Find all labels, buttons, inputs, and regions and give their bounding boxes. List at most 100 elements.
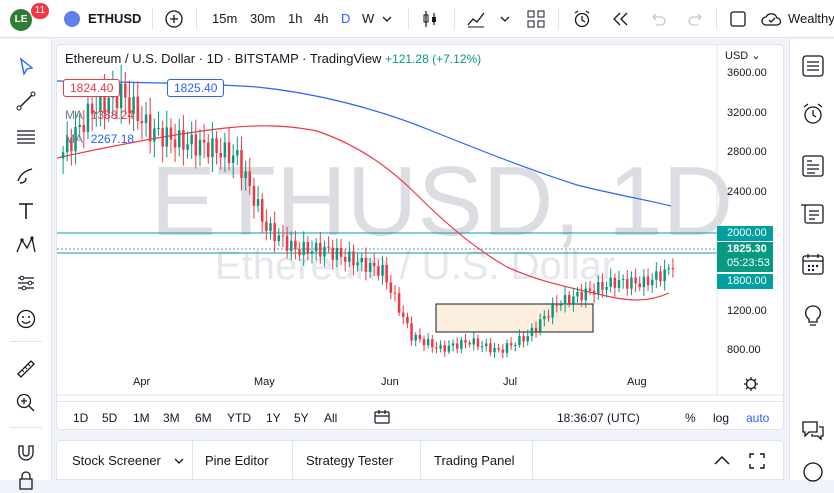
top-toolbar: LE 11 ETHUSD 15m 30m 1h 4h D W Wealthy — [0, 0, 834, 38]
price-change: +121.28 (+7.12%) — [385, 52, 482, 66]
divider — [558, 8, 559, 30]
candle-body — [215, 138, 218, 153]
interval-1h[interactable]: 1h — [288, 11, 303, 26]
interval-30m[interactable]: 30m — [250, 11, 276, 26]
data-window-icon[interactable] — [800, 153, 826, 179]
tab-trading-panel[interactable]: Trading Panel — [434, 453, 515, 468]
chart-panel[interactable]: ETHUSD, 1D Ethereum / U.S. Dollar Ethere… — [56, 44, 784, 430]
range-ytd[interactable]: YTD — [227, 411, 251, 425]
tab-pine-editor[interactable]: Pine Editor — [205, 453, 269, 468]
lock-drawings-icon[interactable] — [14, 469, 38, 493]
time-tick: Jun — [381, 376, 399, 388]
price-chart[interactable]: ETHUSD, 1D Ethereum / U.S. Dollar — [57, 45, 784, 430]
tab-stock-screener[interactable]: Stock Screener — [72, 453, 161, 468]
tab-strategy-tester[interactable]: Strategy Tester — [306, 453, 394, 468]
candle-body — [402, 312, 405, 317]
alarm-clock-icon[interactable] — [572, 9, 592, 29]
auto-scale-toggle[interactable]: auto — [746, 411, 770, 425]
indicators-icon[interactable] — [466, 9, 486, 29]
add-symbol-icon[interactable] — [164, 9, 184, 29]
undo-icon[interactable] — [648, 9, 668, 29]
candle-body — [393, 292, 397, 294]
ruler-icon[interactable] — [14, 357, 38, 381]
horizontal-lines-icon[interactable] — [14, 125, 38, 149]
idea-bulb-icon[interactable] — [800, 303, 826, 329]
interval-w[interactable]: W — [362, 11, 375, 26]
sell-price-button[interactable]: 1824.40 — [63, 79, 121, 97]
zoom-in-icon[interactable] — [14, 391, 38, 415]
divider — [57, 401, 783, 402]
price-tick: 1200.00 — [727, 305, 767, 317]
candle-body — [646, 276, 650, 286]
chevron-up-icon[interactable] — [713, 454, 731, 468]
divider — [10, 341, 42, 342]
candle-body — [514, 344, 517, 346]
candles-icon[interactable] — [420, 9, 440, 29]
chart-legend: Ethereum / U.S. Dollar · 1D · BITSTAMP ·… — [65, 51, 481, 66]
user-avatar[interactable]: LE — [10, 9, 32, 31]
candlestick-series — [61, 64, 675, 359]
range-3m[interactable]: 3M — [163, 411, 180, 425]
candle-body — [265, 221, 268, 232]
range-1m[interactable]: 1M — [133, 411, 150, 425]
range-1y[interactable]: 1Y — [266, 411, 281, 425]
calendar-icon[interactable] — [800, 251, 826, 277]
layout-grid-icon[interactable] — [526, 9, 546, 29]
candle-body — [509, 343, 513, 346]
percent-scale-toggle[interactable]: % — [685, 411, 696, 425]
log-scale-toggle[interactable]: log — [713, 411, 730, 425]
currency-selector[interactable]: USD ⌄ — [725, 50, 761, 62]
candle-body — [148, 114, 152, 142]
interval-4h[interactable]: 4h — [314, 11, 329, 26]
divider — [420, 441, 421, 481]
pattern-icon[interactable] — [14, 233, 38, 257]
divider — [292, 441, 293, 481]
candle-body — [306, 242, 310, 254]
candle-body — [617, 280, 621, 288]
maximize-panel-icon[interactable] — [749, 453, 765, 469]
consolidation-rectangle[interactable] — [435, 303, 594, 333]
chart-settings-icon[interactable] — [744, 377, 758, 391]
interval-d[interactable]: D — [341, 11, 351, 26]
chevron-down-icon[interactable] — [500, 14, 510, 24]
prediction-icon[interactable] — [14, 271, 38, 295]
candle-body — [90, 103, 94, 114]
candle-body — [248, 171, 252, 187]
buy-price-button[interactable]: 1825.40 — [167, 79, 225, 97]
candle-body — [219, 152, 222, 158]
candle-body — [460, 340, 463, 349]
go-to-date-icon[interactable] — [373, 409, 391, 425]
alerts-icon[interactable] — [800, 101, 826, 127]
range-1d[interactable]: 1D — [73, 411, 89, 425]
magnet-icon[interactable] — [14, 441, 38, 465]
trend-line-icon[interactable] — [14, 89, 38, 113]
range-all[interactable]: All — [324, 411, 338, 425]
chats-icon[interactable] — [800, 417, 826, 443]
symbol-search-button[interactable]: ETHUSD — [88, 11, 142, 26]
range-5y[interactable]: 5Y — [294, 411, 309, 425]
range-6m[interactable]: 6M — [195, 411, 212, 425]
emoji-icon[interactable] — [14, 307, 38, 331]
hotlist-icon[interactable] — [800, 201, 826, 227]
range-5d[interactable]: 5D — [102, 411, 118, 425]
help-icon[interactable] — [800, 459, 826, 485]
candle-body — [153, 128, 156, 142]
clock-time[interactable]: 18:36:07 (UTC) — [557, 411, 640, 425]
candle-body — [290, 240, 293, 252]
brush-icon[interactable] — [14, 163, 38, 187]
fullscreen-icon[interactable] — [728, 9, 748, 29]
text-icon[interactable] — [14, 199, 38, 223]
candle-body — [294, 240, 297, 250]
chevron-down-icon[interactable] — [174, 456, 184, 466]
candle-body — [86, 103, 90, 132]
layout-name-button[interactable]: Wealthy — [788, 11, 834, 26]
cloud-save-icon[interactable] — [760, 9, 784, 29]
cursor-icon[interactable] — [14, 55, 38, 79]
candle-body — [252, 186, 256, 206]
replay-icon[interactable] — [610, 9, 630, 29]
redo-icon[interactable] — [686, 9, 706, 29]
candle-body — [555, 302, 559, 306]
watchlist-icon[interactable] — [800, 53, 826, 79]
interval-15m[interactable]: 15m — [212, 11, 238, 26]
chevron-down-icon[interactable] — [382, 14, 392, 24]
